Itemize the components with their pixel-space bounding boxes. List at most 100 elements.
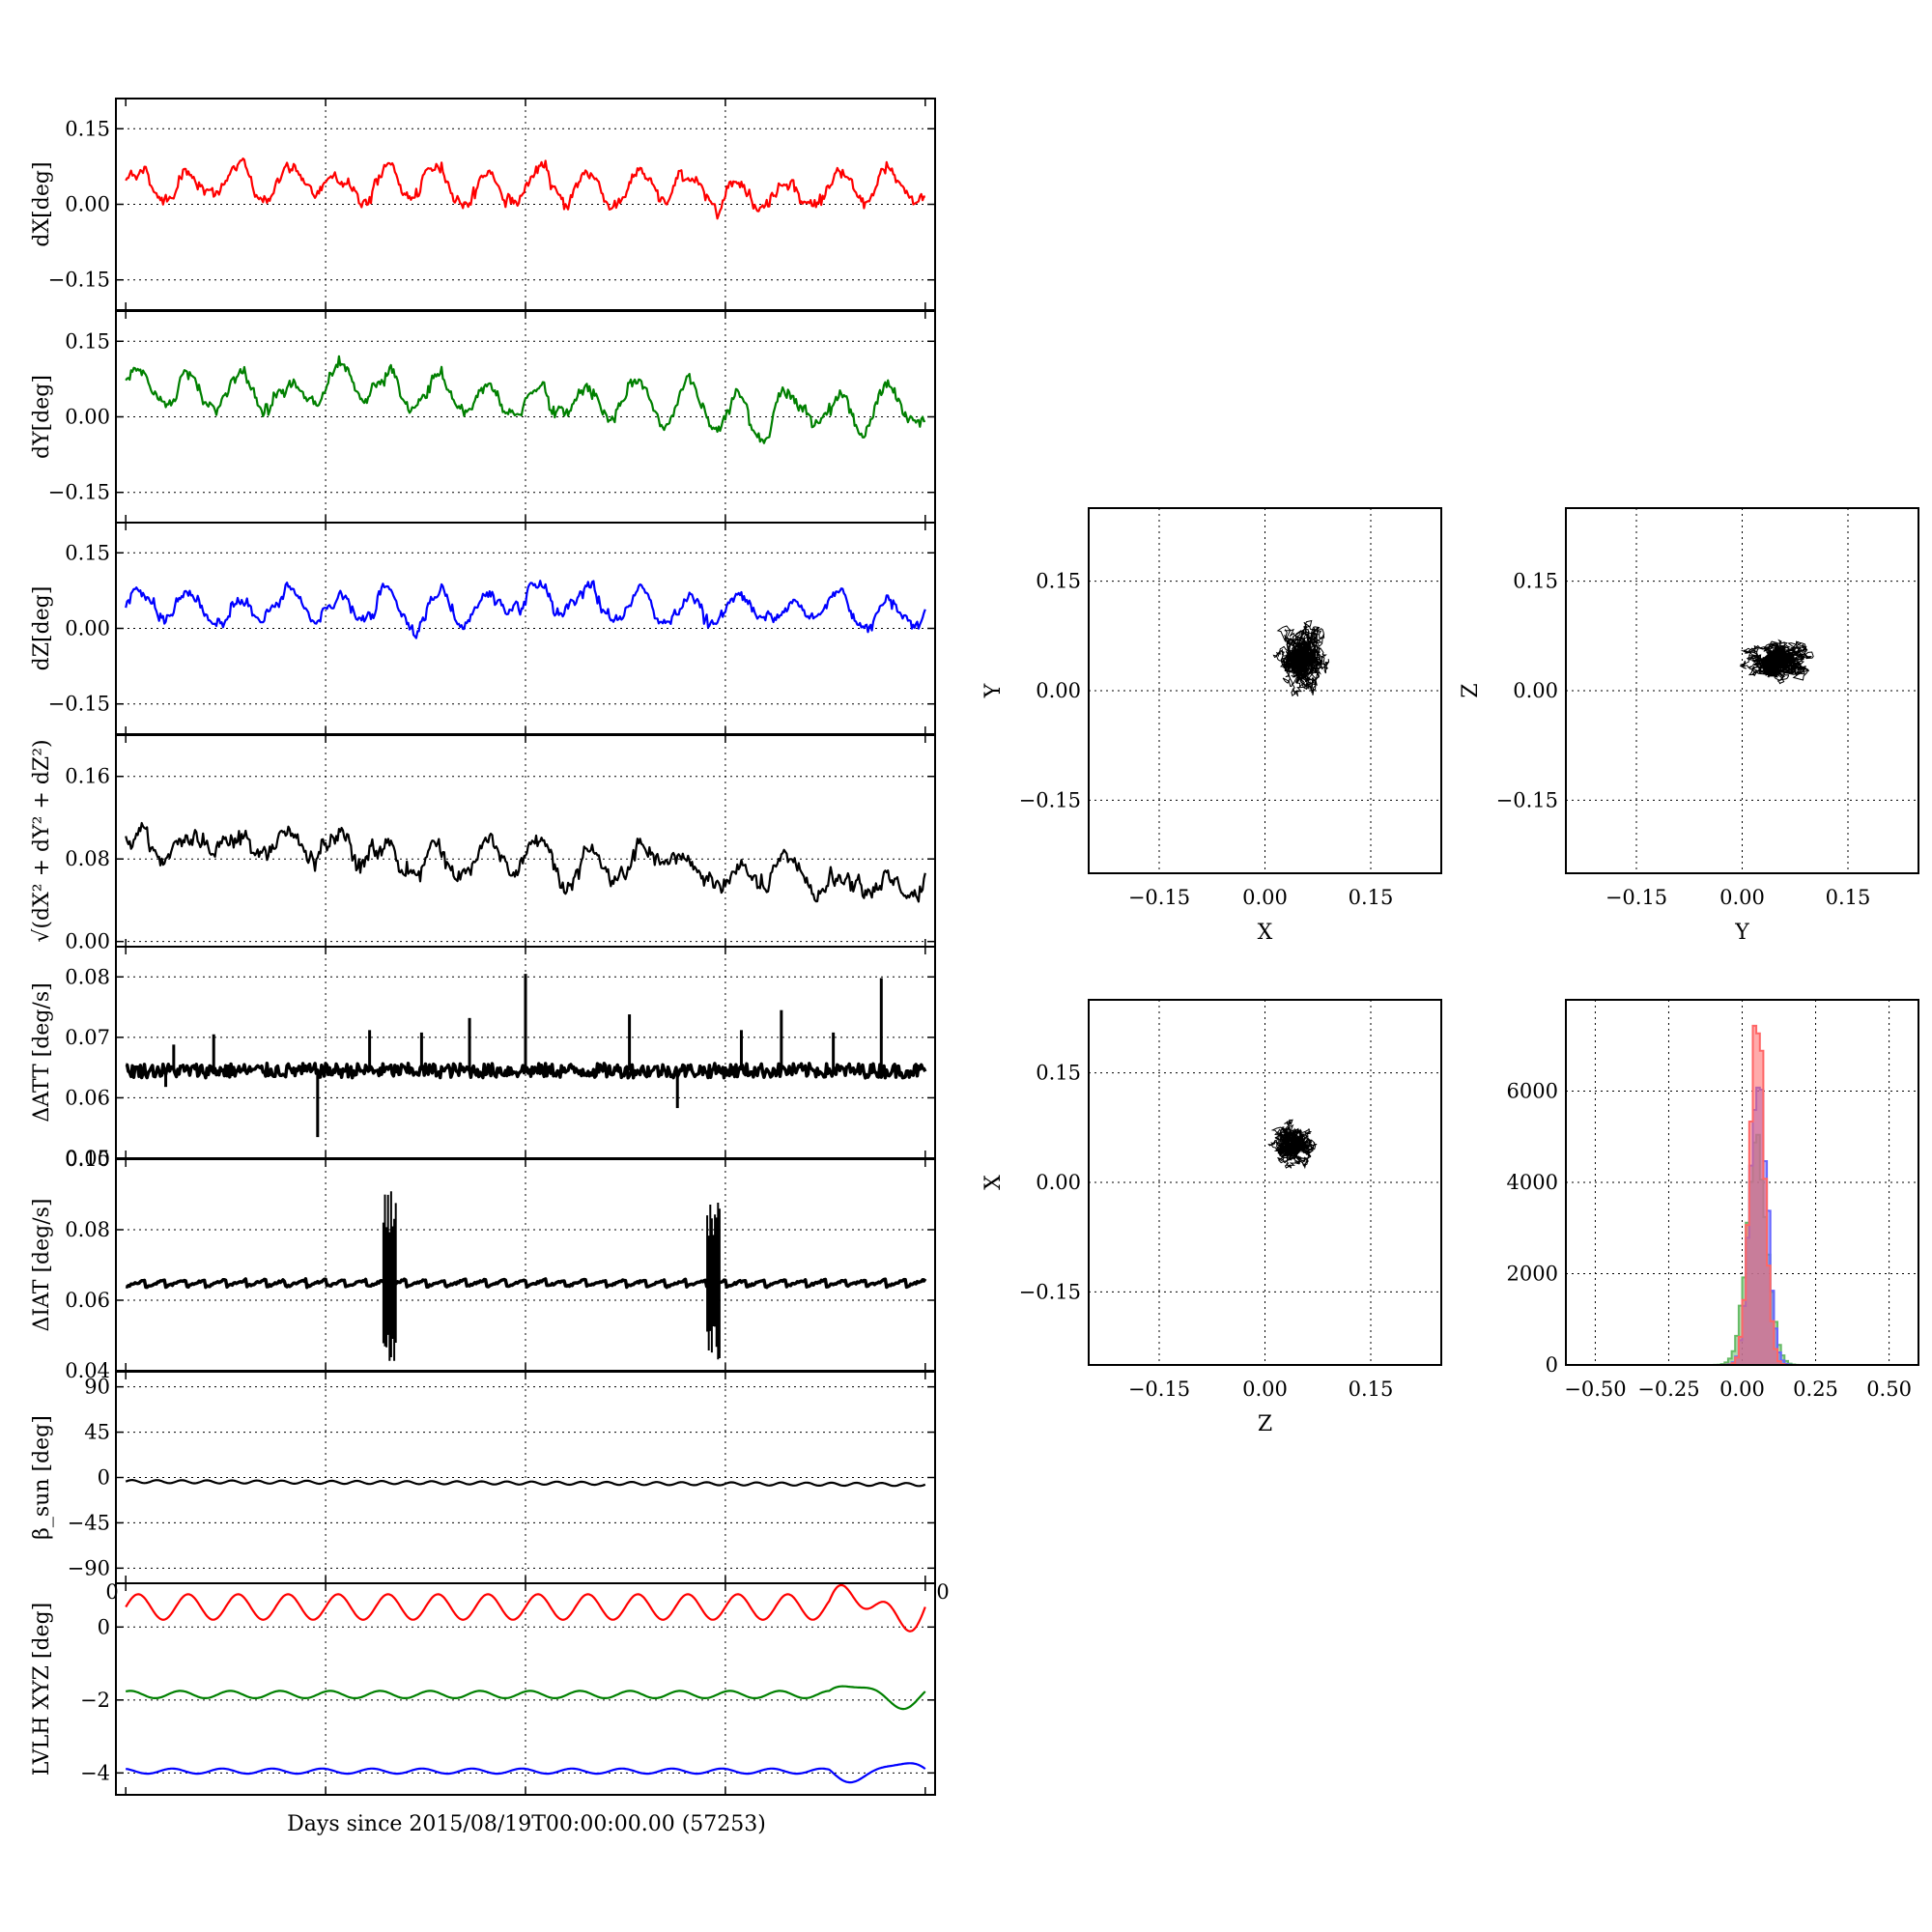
ylabel-dx: dX[deg] [30,161,54,246]
xtick-scatter_xy-0: −0.15 [1128,886,1190,909]
stray-tick-left: 0 [105,1580,118,1604]
ytick-scatter_zx-2: 0.15 [1036,1062,1081,1085]
ytick-diat-1: 0.08 [65,1218,110,1241]
ytick-beta-0: 90 [84,1376,110,1399]
ylabel-lvlh: LVLH XYZ [deg] [30,1603,54,1776]
ytick-dy-0: 0.15 [65,329,110,353]
frame-hist [1565,999,1919,1366]
xtick-scatter_zx-1: 0.00 [1242,1378,1288,1401]
ytick-beta-1: 45 [84,1421,110,1444]
ytick-dx-0: 0.15 [65,117,110,140]
xtick-scatter_yz-1: 0.00 [1719,886,1765,909]
series-lvlh-2 [126,1762,926,1784]
panel-dx: 0.15 0.00 −0.15 dX[deg] [30,98,936,311]
ytick-scatter_zx-0: −0.15 [1019,1280,1081,1303]
series-dx-0 [125,157,925,220]
xtick-scatter_zx-0: −0.15 [1128,1378,1190,1401]
ytick-scatter_yz-1: 0.00 [1513,679,1558,702]
ylabel-diat: ΔIAT [deg/s] [30,1199,54,1332]
series-lvlh-0 [125,1583,926,1633]
panel-lvlh: 0 −2 −4 LVLH XYZ [deg] [30,1582,936,1796]
series-lvlh-1 [125,1685,926,1711]
scatter-panels: −0.15 −0.15 0.00 0.00 0.15 0.15 X Y −0.15 −0.15 0.… [981,507,1919,1436]
xtick-hist-3: 0.25 [1793,1378,1838,1401]
ylabel-datt: ΔATT [deg/s] [30,982,54,1122]
ylabel-dmag: √(dX² + dY² + dZ²) [30,739,54,942]
panel-scatter_zx: −0.15 −0.15 0.00 0.00 0.15 0.15 Z X [981,999,1442,1436]
cloud-scatter_xy [1272,619,1330,697]
xtick-hist-0: −0.50 [1564,1378,1626,1401]
series-diat-0 [125,1277,927,1290]
xtick-scatter_yz-0: −0.15 [1605,886,1667,909]
xlabel-scatter_zx: Z [1258,1412,1272,1436]
ytick-beta-2: 0 [98,1466,110,1490]
panel-beta: 90 45 0 −45 −90 β_sun [deg] [30,1371,936,1584]
ytick-dy-2: −0.15 [48,481,110,504]
stray-tick-right: 0 [936,1580,949,1604]
panel-datt: 0.08 0.07 0.06 0.05 ΔATT [deg/s] [30,946,936,1170]
ytick-datt-3: 0.05 [65,1147,110,1170]
xlabel-scatter_xy: X [1258,921,1273,945]
ytick-dx-1: 0.00 [65,193,110,216]
ytick-lvlh-0: 0 [98,1615,110,1638]
series-beta-0 [125,1479,926,1488]
panel-hist: −0.50 −0.25 0.00 0.25 0.50 0 2000 4000 6000 [1507,999,1919,1401]
cloud-scatter_yz [1739,639,1814,685]
xtick-scatter_xy-1: 0.00 [1242,886,1288,909]
panel-dz: 0.15 0.00 −0.15 dZ[deg] [30,522,936,735]
series-dy-0 [125,355,926,444]
frame-lvlh [115,1582,936,1796]
time-series-panels: 0.15 0.00 −0.15 dX[deg] 0.15 0.00 −0.15 dY[deg]… [30,98,936,1796]
panel-dy: 0.15 0.00 −0.15 dY[deg] [30,310,936,524]
ytick-hist-3: 6000 [1507,1080,1558,1103]
ylabel-dz: dZ[deg] [30,586,54,671]
xtick-hist-1: −0.25 [1637,1378,1699,1401]
panel-diat: 0.10 0.08 0.06 0.04 ΔIAT [deg/s] [30,1148,936,1382]
time-axis-label: Days since 2015/08/19T00:00:00.00 (57253… [287,1812,766,1836]
ytick-scatter_xy-2: 0.15 [1036,570,1081,593]
frame-scatter_yz [1565,507,1919,874]
ytick-dy-1: 0.00 [65,406,110,429]
xtick-scatter_zx-2: 0.15 [1349,1378,1394,1401]
ytick-scatter_xy-0: −0.15 [1019,788,1081,811]
ytick-dz-0: 0.15 [65,541,110,564]
panel-scatter_yz: −0.15 −0.15 0.00 0.00 0.15 0.15 Y Z [1459,507,1919,945]
ytick-dmag-0: 0.16 [65,765,110,788]
ylabel-scatter_xy: Y [981,683,1006,698]
ylabel-dy: dY[deg] [30,375,54,459]
ytick-lvlh-1: −2 [80,1689,110,1712]
ytick-hist-0: 0 [1546,1353,1558,1377]
ytick-diat-2: 0.06 [65,1289,110,1312]
ytick-beta-3: −45 [68,1511,110,1534]
series-datt-0 [125,1062,927,1080]
ytick-datt-2: 0.06 [65,1086,110,1109]
ylabel-beta: β_sun [deg] [30,1415,54,1540]
ytick-dmag-2: 0.00 [65,930,110,953]
ytick-lvlh-2: −4 [80,1761,110,1784]
cloud-scatter_zx [1267,1119,1318,1170]
ylabel-scatter_zx: X [981,1175,1006,1190]
ytick-dz-2: −0.15 [48,693,110,716]
frame-scatter_zx [1088,999,1442,1366]
series-dz-0 [125,580,926,639]
ytick-scatter_xy-1: 0.00 [1036,679,1081,702]
xtick-scatter_yz-2: 0.15 [1826,886,1871,909]
xtick-scatter_xy-2: 0.15 [1349,886,1394,909]
ytick-diat-3: 0.04 [65,1359,110,1382]
xlabel-scatter_yz: Y [1734,921,1749,945]
ytick-hist-2: 4000 [1507,1171,1558,1194]
ytick-scatter_zx-1: 0.00 [1036,1171,1081,1194]
ytick-dx-2: −0.15 [48,269,110,292]
ytick-diat-0: 0.10 [65,1148,110,1171]
panel-scatter_xy: −0.15 −0.15 0.00 0.00 0.15 0.15 X Y [981,507,1442,945]
panel-dmag: 0.16 0.08 0.00 √(dX² + dY² + dZ²) [30,734,936,953]
ytick-dz-1: 0.00 [65,617,110,640]
ytick-datt-0: 0.08 [65,965,110,988]
ytick-scatter_yz-2: 0.15 [1513,570,1558,593]
xtick-hist-2: 0.00 [1719,1378,1765,1401]
ytick-hist-1: 2000 [1507,1263,1558,1286]
ytick-beta-4: −90 [68,1556,110,1579]
ytick-dmag-1: 0.08 [65,847,110,870]
xtick-hist-4: 0.50 [1866,1378,1912,1401]
